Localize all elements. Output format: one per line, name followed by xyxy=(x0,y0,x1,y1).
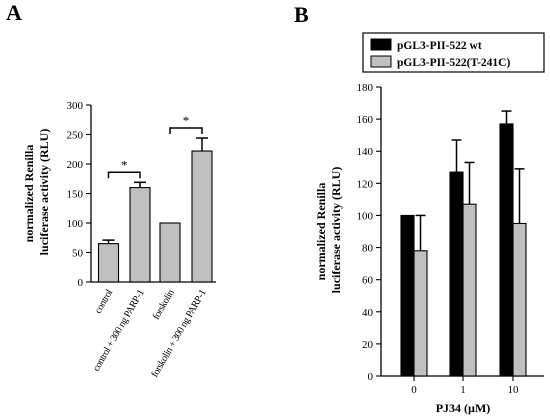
panel-b-y-tick-label-7: 140 xyxy=(357,146,374,158)
panel-b-y-axis-label: normalized Renilla luciferase activity (… xyxy=(314,167,343,294)
panel-b-y-ticks: 0 20 40 60 80 100 120 140 160 180 xyxy=(357,82,381,383)
panel-a-bar-2 xyxy=(159,222,181,283)
panel-a-y-tick-label-1: 50 xyxy=(72,248,84,260)
panel-b-bar-1-0 xyxy=(413,250,428,377)
panel-b-y-tick-label-5: 100 xyxy=(357,210,374,222)
panel-a-significance-star-1: * xyxy=(183,113,190,128)
panel-b-letter: B xyxy=(294,2,309,27)
panel-b-y-tick-label-2: 40 xyxy=(362,307,374,319)
panel-a-y-tick-label-0: 0 xyxy=(78,277,84,289)
panel-b-x-tick-label-1: 1 xyxy=(460,384,466,396)
panel-a-significance-bracket-1 xyxy=(169,127,203,135)
panel-a-y-tick-label-6: 300 xyxy=(67,100,84,112)
panel-b-bar-1-1 xyxy=(462,203,477,377)
panel-b-bar-0-0 xyxy=(400,214,415,377)
panel-a-y-ticks: 0 50 100 150 200 250 300 xyxy=(67,100,91,289)
panel-b-x-axis-label: PJ34 (µM) xyxy=(436,401,491,415)
panel-a-category-label-2: forskolin xyxy=(151,288,177,322)
panel-a-significance-bracket-0 xyxy=(107,171,141,179)
panel-b-x-tick-label-0: 0 xyxy=(411,384,417,396)
panel-a-error-bars xyxy=(102,137,208,244)
panel-b-y-axis-label-line1: normalized Renilla xyxy=(314,183,328,281)
panel-b: B pGL3-PII-522 wt pGL3-PII-522(T-241C) 0… xyxy=(294,2,545,415)
panel-b-legend: pGL3-PII-522 wt pGL3-PII-522(T-241C) xyxy=(362,32,545,73)
panel-a-bar-1 xyxy=(129,187,151,283)
panel-b-bar-0-1 xyxy=(449,171,464,377)
panel-a-significance: ** xyxy=(107,113,203,179)
panel-b-y-tick-label-6: 120 xyxy=(357,178,374,190)
panel-a-bar-0 xyxy=(97,243,120,283)
panel-a-bar-3 xyxy=(191,150,213,283)
panel-b-category-labels: 0 1 10 xyxy=(411,376,519,396)
legend-box xyxy=(362,32,545,73)
panel-b-x-tick-label-2: 10 xyxy=(508,384,520,396)
panel-a-letter: A xyxy=(6,0,22,25)
panel-a-bars xyxy=(97,150,213,283)
panel-a-y-axis-label: normalized Renilla luciferase activity (… xyxy=(22,129,51,256)
panel-b-y-tick-label-9: 180 xyxy=(357,82,374,94)
legend-swatch-wt xyxy=(370,38,392,51)
panel-b-bar-0-2 xyxy=(499,123,514,377)
legend-label-wt: pGL3-PII-522 wt xyxy=(397,40,482,52)
panel-b-error-bars xyxy=(415,110,525,251)
panel-a-y-tick-label-4: 200 xyxy=(67,159,84,171)
panel-a-category-label-0: control xyxy=(93,287,116,315)
legend-label-mutant: pGL3-PII-522(T-241C) xyxy=(397,57,510,69)
panel-a-y-axis-label-line1: normalized Renilla xyxy=(22,145,36,243)
panel-a-y-tick-label-2: 100 xyxy=(67,218,84,230)
panel-b-y-tick-label-3: 60 xyxy=(362,275,374,287)
panel-a-y-tick-label-3: 150 xyxy=(67,189,84,201)
panel-a-y-tick-label-5: 250 xyxy=(67,130,84,142)
panel-a-y-axis-label-line2: luciferase activity (RLU) xyxy=(37,129,51,256)
panel-b-y-tick-label-4: 80 xyxy=(362,243,374,255)
legend-swatch-mutant xyxy=(370,55,392,68)
panel-b-bars xyxy=(400,123,527,377)
panel-b-y-tick-label-0: 0 xyxy=(368,371,374,383)
panel-b-y-tick-label-8: 160 xyxy=(357,114,374,126)
panel-b-y-tick-label-1: 20 xyxy=(362,339,374,351)
panel-b-y-axis-label-line2: luciferase activity (RLU) xyxy=(329,167,343,294)
panel-b-bar-1-2 xyxy=(512,222,527,377)
panel-a-significance-star-0: * xyxy=(121,157,128,172)
